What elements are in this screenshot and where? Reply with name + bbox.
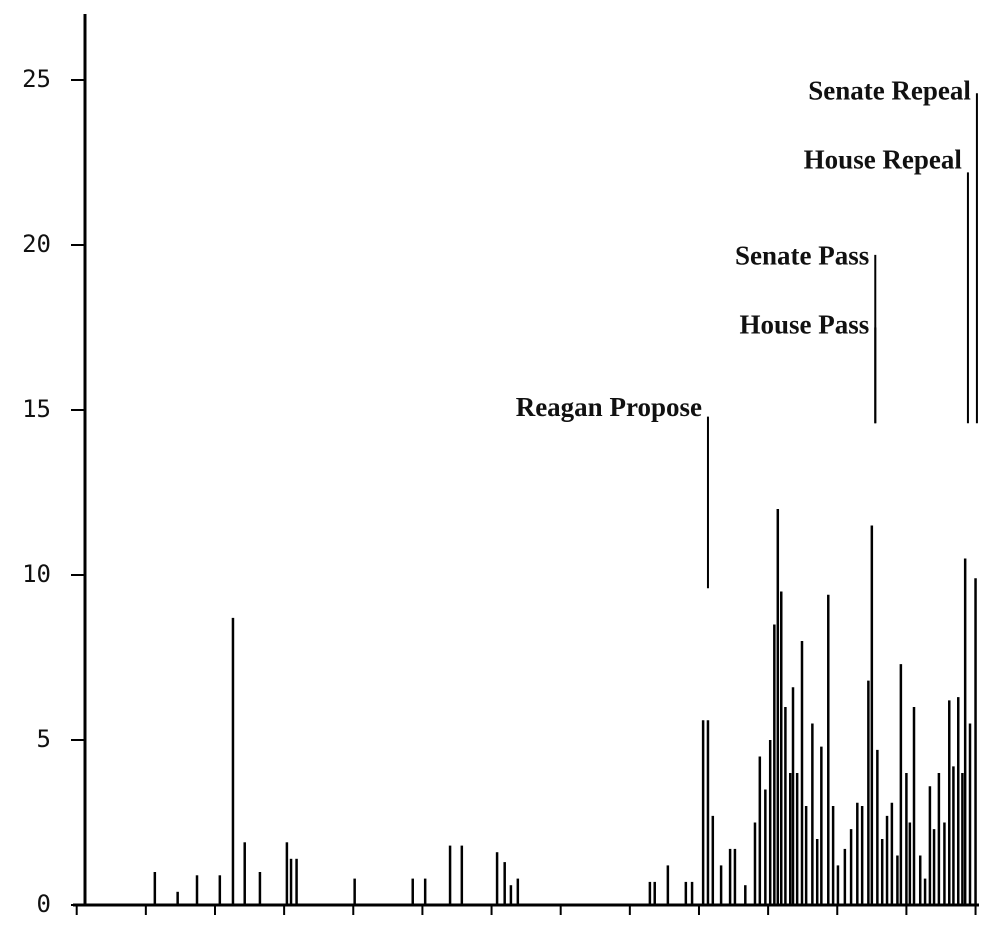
annotation-label: Senate Pass: [735, 240, 869, 270]
annotation-label: Senate Repeal: [808, 75, 971, 105]
y-tick-label: 0: [37, 890, 51, 918]
y-tick-label: 10: [22, 560, 51, 588]
annotation-label: House Repeal: [804, 145, 963, 175]
y-tick-label: 15: [22, 395, 51, 423]
y-tick-label: 25: [22, 65, 51, 93]
y-tick-label: 20: [22, 230, 51, 258]
annotation-label: Reagan Propose: [516, 392, 702, 422]
annotation-label: House Pass: [740, 310, 870, 340]
y-tick-label: 5: [37, 725, 51, 753]
